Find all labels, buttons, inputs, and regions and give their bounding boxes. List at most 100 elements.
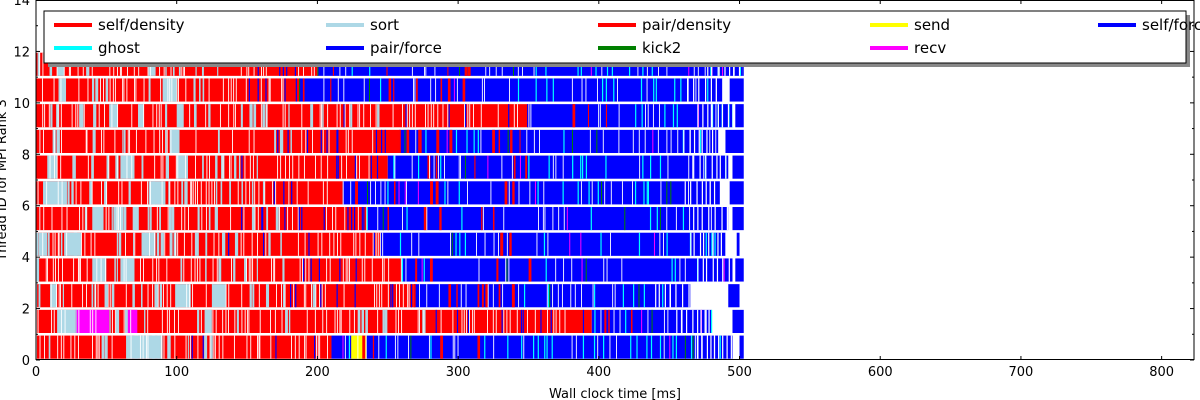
task-gap <box>380 181 382 205</box>
task-gap <box>61 129 62 153</box>
task-gap <box>315 335 317 359</box>
task-gap <box>73 258 75 282</box>
task-gap <box>196 258 198 282</box>
force-task-bar <box>467 309 470 333</box>
task-gap <box>228 309 229 333</box>
task-gap <box>97 284 99 308</box>
ghost-task-bar <box>613 78 615 102</box>
task-gap <box>710 207 712 231</box>
sort-task-bar <box>137 207 139 231</box>
task-gap <box>709 129 711 153</box>
ghost-task-bar <box>528 155 530 179</box>
recv-task-bar <box>569 232 571 256</box>
density-task-bar <box>362 335 366 359</box>
task-gap <box>481 78 483 102</box>
task-gap <box>425 104 426 128</box>
sort-task-bar <box>262 104 265 128</box>
task-gap <box>156 207 158 231</box>
task-gap <box>117 104 119 128</box>
task-gap <box>161 335 163 359</box>
sort-task-bar <box>104 335 108 359</box>
kick2-task-bar <box>670 181 672 205</box>
task-gap <box>168 309 170 333</box>
task-gap <box>303 155 305 179</box>
task-gap <box>156 258 158 282</box>
force-task-bar <box>373 232 375 256</box>
task-gap <box>469 104 471 128</box>
ghost-task-bar <box>711 309 713 333</box>
thread-row-1 <box>36 309 744 333</box>
task-gap <box>275 181 277 205</box>
task-gap <box>37 309 39 333</box>
ghost-task-bar <box>664 104 666 128</box>
sort-task-bar <box>288 309 291 333</box>
task-gap <box>542 207 544 231</box>
task-gap <box>161 309 163 333</box>
task-gap <box>209 155 210 179</box>
task-gap <box>153 129 155 153</box>
ghost-task-bar <box>649 155 652 179</box>
task-gap <box>91 181 93 205</box>
task-gap <box>704 309 706 333</box>
task-gap <box>695 78 697 102</box>
density-task-bar <box>509 232 512 256</box>
force-task-bar <box>287 129 289 153</box>
ghost-task-bar <box>597 181 599 205</box>
task-gap <box>114 129 116 153</box>
task-gap <box>233 78 235 102</box>
task-gap <box>327 104 329 128</box>
task-gap <box>208 181 210 205</box>
task-gap <box>502 284 504 308</box>
task-gap <box>297 232 299 256</box>
task-gap <box>580 181 582 205</box>
task-gap <box>167 78 169 102</box>
task-gap <box>228 78 230 102</box>
task-gap <box>497 232 499 256</box>
task-gap <box>482 207 484 231</box>
task-gap <box>644 129 646 153</box>
task-gap <box>66 232 68 256</box>
task-gap <box>324 284 326 308</box>
task-gap <box>194 181 196 205</box>
density-task-bar <box>510 129 513 153</box>
task-gap <box>697 258 699 282</box>
sort-task-bar <box>148 181 166 205</box>
task-gap <box>149 232 151 256</box>
force-task-bar <box>725 129 744 153</box>
task-gap <box>693 78 695 102</box>
ghost-task-bar <box>399 232 402 256</box>
ghost-task-bar <box>440 155 442 179</box>
task-gap <box>697 207 699 231</box>
task-gap <box>341 155 343 179</box>
task-gap <box>508 258 510 282</box>
sort-task-bar <box>365 309 368 333</box>
force-task-bar <box>295 284 297 308</box>
task-gap <box>382 232 384 256</box>
task-gap <box>699 155 701 179</box>
task-gap <box>81 232 82 256</box>
ghost-task-bar <box>425 129 427 153</box>
task-gap <box>658 284 660 308</box>
sort-task-bar <box>75 309 77 333</box>
recv-task-bar <box>417 181 419 205</box>
task-gap <box>104 104 105 128</box>
sort-task-bar <box>322 104 324 128</box>
ghost-task-bar <box>594 309 596 333</box>
ghost-task-bar <box>477 129 479 153</box>
task-gap <box>690 232 692 256</box>
task-gap <box>726 335 728 359</box>
task-gap <box>721 104 724 128</box>
task-gap <box>344 335 346 359</box>
task-gap <box>244 155 246 179</box>
task-gap <box>86 284 87 308</box>
task-gap <box>214 335 216 359</box>
task-gap <box>376 284 378 308</box>
task-gap <box>301 104 303 128</box>
task-gap <box>248 309 250 333</box>
task-gap <box>719 155 721 179</box>
task-gap <box>480 104 482 128</box>
task-gap <box>418 232 420 256</box>
sort-task-bar <box>54 284 57 308</box>
ghost-task-bar <box>643 284 645 308</box>
task-gap <box>347 129 349 153</box>
